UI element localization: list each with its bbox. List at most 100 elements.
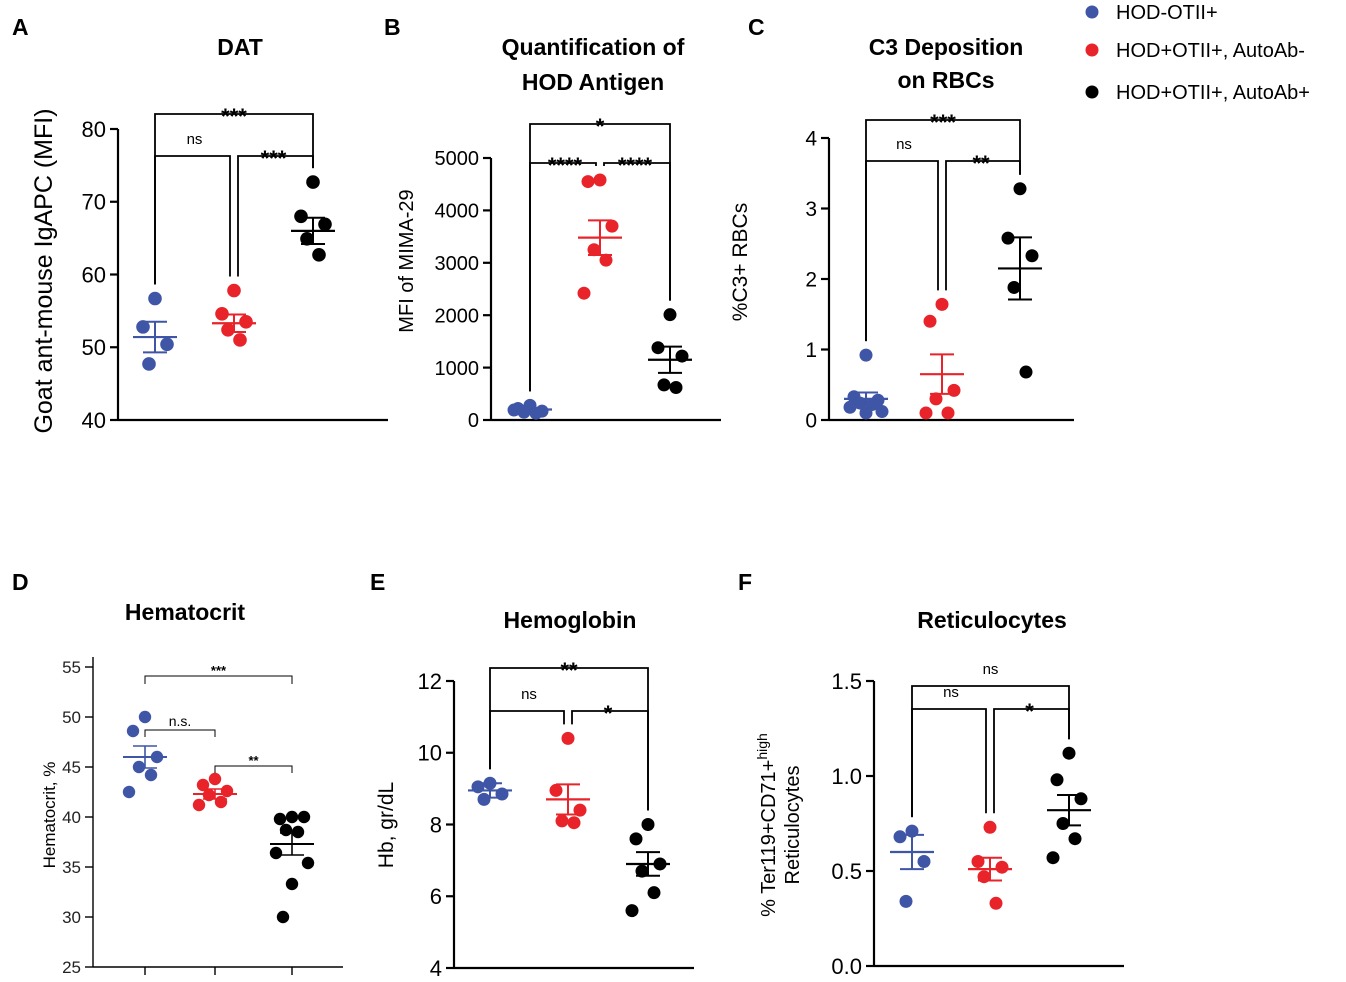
legend-marker [1085,85,1099,99]
data-point [1068,832,1082,846]
legend-marker [1085,5,1099,19]
data-point [1007,280,1021,294]
y-tick-label: 50 [82,335,106,360]
data-point [905,824,919,838]
data-point [875,405,889,419]
data-point [917,855,931,868]
data-point [599,253,613,267]
data-point [291,825,305,839]
bracket-line [154,155,231,285]
significance-bracket: ** [214,753,293,773]
significance-label: * [596,114,605,139]
significance-label: ns [943,684,959,701]
data-point [507,403,521,417]
data-point [843,400,857,414]
series-2 [968,820,1012,910]
y-tick-label: 10 [418,741,442,766]
significance-label: ns [983,661,999,678]
data-point [285,810,299,824]
chart-title: DAT [217,34,263,60]
y-tick-label: 50 [62,708,81,727]
data-point [1046,851,1060,865]
data-point [150,750,164,764]
series-3 [648,308,692,395]
data-point [859,406,873,420]
data-point [647,886,661,900]
series-1 [133,291,177,371]
bracket-line [911,685,1070,818]
bracket-line [214,765,293,773]
significance-label: *** [211,663,227,678]
significance-label: **** [548,153,583,178]
data-point [215,306,229,321]
data-point [1013,182,1027,196]
significance-bracket: ns [911,661,1070,818]
significance-bracket: ns [489,686,565,770]
significance-bracket: *** [144,663,293,684]
significance-label: *** [930,110,956,135]
y-tick-label: 3 [805,198,817,221]
bracket-line [865,119,1021,342]
bracket-line [144,675,293,684]
series-1 [843,348,889,420]
y-tick-label: 2 [805,269,817,292]
data-point [657,378,671,392]
data-point [977,870,991,884]
significance-label: * [604,701,613,726]
y-axis-label-superscript: high [754,733,770,759]
data-point [947,383,961,397]
data-point [301,856,315,870]
data-point [1025,249,1039,263]
series-2 [919,297,964,420]
y-tick-label: 5000 [435,148,480,170]
y-tick-label: 25 [62,958,81,977]
data-point [294,209,308,224]
y-tick-label: 8 [430,812,442,837]
significance-bracket: ns [865,136,939,342]
y-tick-label: 45 [62,758,81,777]
data-point [122,785,136,799]
significance-label: ns [187,131,203,148]
data-point [227,283,241,298]
data-point [941,406,955,420]
data-point [160,337,174,352]
y-tick-label: 40 [62,808,81,827]
significance-bracket: **** [529,153,597,392]
data-point [300,232,314,246]
legend: HOD-OTII+ HOD+OTII+, AutoAb- HOD+OTII+, Au… [1085,2,1310,104]
bracket-line [911,708,987,818]
y-axis-label-line2: Reticulocytes [782,766,804,885]
data-point [144,768,158,782]
data-point [577,286,591,300]
data-point [279,823,293,837]
data-point [587,243,601,257]
significance-bracket: * [571,701,649,811]
y-tick-label: 0 [805,410,817,433]
y-tick-label: 60 [82,262,106,287]
data-point [567,816,581,830]
data-point [318,217,332,232]
series-3 [998,182,1042,379]
y-tick-label: 1.5 [831,669,862,694]
y-tick-label: 0 [468,410,479,432]
bracket-line [993,708,1070,814]
data-point [273,812,287,826]
data-point [989,896,1003,910]
panel-letter: F [738,569,752,595]
series-1 [890,824,934,908]
chart-title: Reticulocytes [917,607,1067,633]
y-tick-label: 2000 [435,305,480,327]
data-point [555,814,569,828]
significance-label: ** [248,753,259,768]
data-point [561,731,575,745]
y-axis-label: MFI of MIMA-29 [396,189,418,332]
panel-letter: E [370,569,385,595]
data-point [196,778,210,792]
significance-bracket: * [529,114,671,392]
legend-marker [1085,43,1099,57]
chart-title-line2: on RBCs [897,67,994,93]
series-1 [507,398,552,420]
data-point [929,392,943,406]
